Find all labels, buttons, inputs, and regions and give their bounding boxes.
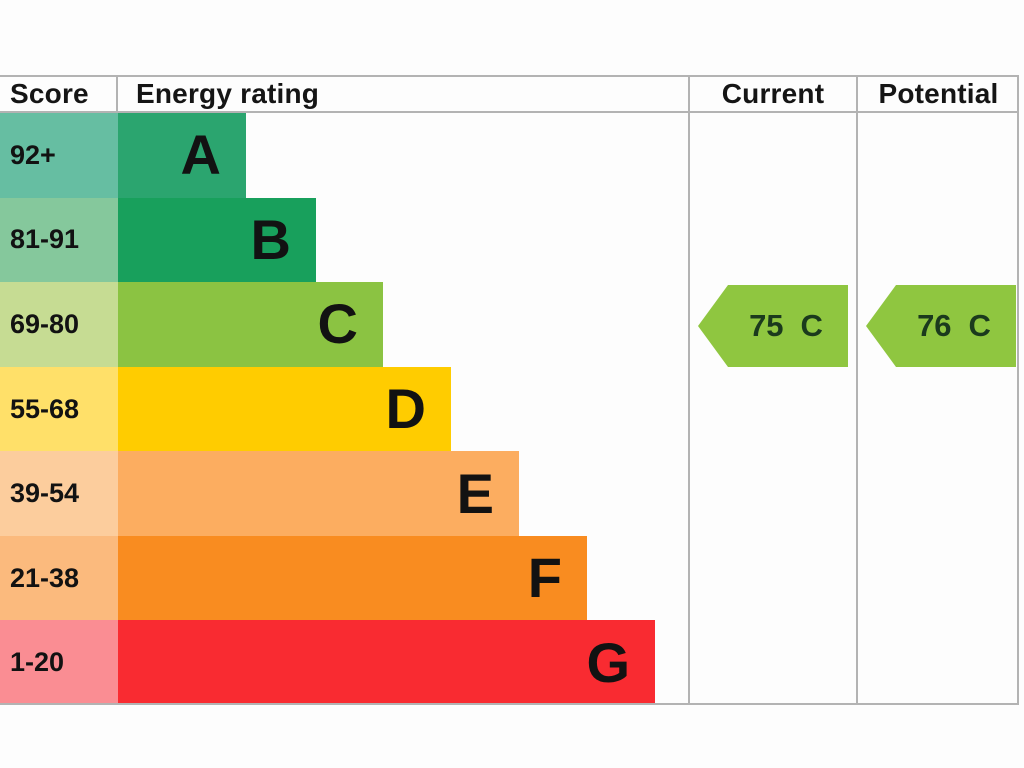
current-rating-value: 75 bbox=[749, 308, 784, 343]
rating-row-b: 81-91 B bbox=[0, 197, 1019, 283]
rating-bar-c: C bbox=[118, 282, 383, 367]
table-bottom-border bbox=[0, 703, 1019, 705]
rating-letter: B bbox=[250, 207, 291, 271]
rating-letter: E bbox=[456, 461, 494, 525]
header-energy-rating: Energy rating bbox=[136, 78, 320, 109]
rating-row-f: 21-38 F bbox=[0, 535, 1019, 621]
column-divider-current bbox=[688, 75, 690, 705]
score-band: 92+ bbox=[0, 113, 118, 198]
table-right-border bbox=[1017, 75, 1019, 705]
score-band: 21-38 bbox=[0, 535, 118, 621]
rating-row-e: 39-54 E bbox=[0, 451, 1019, 536]
rating-rows: 92+ A 81-91 B 69-80 C 55-68 D 39-54 bbox=[0, 113, 1019, 706]
potential-rating-value: 76 bbox=[917, 308, 952, 343]
rating-bar-a: A bbox=[118, 113, 246, 198]
rating-letter: C bbox=[317, 292, 358, 356]
score-band: 39-54 bbox=[0, 451, 118, 536]
rating-letter: D bbox=[385, 377, 426, 441]
column-divider-potential bbox=[856, 75, 858, 705]
rating-bar-f: F bbox=[118, 535, 587, 621]
current-rating-arrow: 75 C bbox=[698, 285, 848, 367]
potential-rating-letter: C bbox=[968, 308, 991, 343]
potential-rating-arrow: 76 C bbox=[866, 285, 1016, 367]
header-current: Current bbox=[721, 78, 825, 109]
header-score: Score bbox=[0, 77, 118, 111]
score-band: 1-20 bbox=[0, 620, 118, 706]
rating-row-d: 55-68 D bbox=[0, 366, 1019, 452]
score-band: 81-91 bbox=[0, 197, 118, 283]
table-header: Score Energy rating Current Potential bbox=[0, 75, 1019, 113]
current-rating-letter: C bbox=[800, 308, 823, 343]
score-band: 55-68 bbox=[0, 366, 118, 452]
score-band: 69-80 bbox=[0, 282, 118, 367]
rating-bar-g: G bbox=[118, 620, 655, 706]
header-potential: Potential bbox=[878, 78, 999, 109]
rating-row-a: 92+ A bbox=[0, 113, 1019, 198]
rating-row-g: 1-20 G bbox=[0, 620, 1019, 706]
rating-bar-d: D bbox=[118, 366, 451, 452]
rating-bar-e: E bbox=[118, 451, 519, 536]
rating-letter: G bbox=[586, 630, 630, 694]
rating-letter: A bbox=[180, 123, 221, 187]
rating-letter: F bbox=[527, 546, 562, 610]
rating-bar-b: B bbox=[118, 197, 316, 283]
rating-row-c: 69-80 C bbox=[0, 282, 1019, 367]
